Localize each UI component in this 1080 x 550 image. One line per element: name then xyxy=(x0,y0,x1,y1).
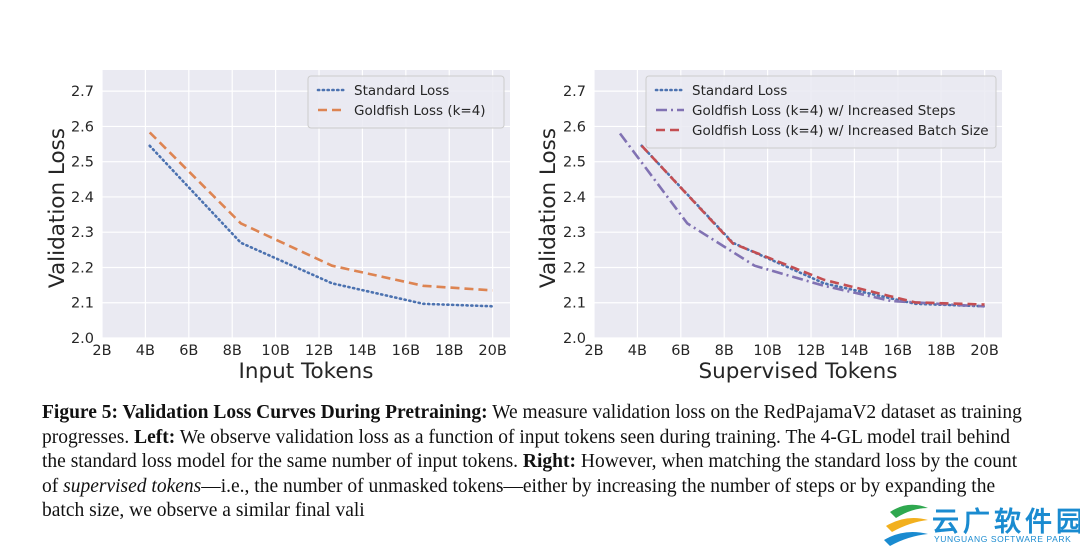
x-tick-label: 2B xyxy=(92,343,111,359)
caption-left-label: Left: xyxy=(134,426,176,448)
y-tick-label: 2.5 xyxy=(563,155,586,171)
watermark-swoosh-icon xyxy=(884,504,928,546)
x-tick-label: 12B xyxy=(305,343,333,359)
y-tick-label: 2.7 xyxy=(71,84,94,100)
y-tick-label: 2.0 xyxy=(563,331,586,347)
legend-box xyxy=(307,75,505,129)
series-line-3 xyxy=(640,144,985,306)
x-tick-label: 14B xyxy=(840,343,868,359)
caption-text-3: However, when matching the standard loss… xyxy=(42,451,1018,497)
x-tick-label: 18B xyxy=(927,343,955,359)
x-tick-label: 2B xyxy=(584,343,603,359)
x-tick-label: 20B xyxy=(970,343,998,359)
series-line-2 xyxy=(618,132,985,308)
x-tick-label: 8B xyxy=(715,343,734,359)
x-tick-label: 16B xyxy=(392,343,420,359)
chart-panel-2: 2.0 2.1 2.2 2.3 2.4 2.5 2.6 2.7 2B 4B 6B 8B 10B 12B 14… xyxy=(536,70,1002,384)
series-line-2 xyxy=(148,131,493,292)
figure-charts: 2.0 2.1 2.2 2.3 2.4 2.5 2.6 2.7 2B 4B 6B 8B 10B 12B 14… xyxy=(45,70,1002,384)
watermark-logo: 云广软件园 YUNGUANG SOFTWARE PARK xyxy=(882,498,1080,548)
caption-text-1: We measure validation loss on the RedPaj… xyxy=(42,402,1022,448)
x-tick-label: 8B xyxy=(223,343,242,359)
x-tick-label: 16B xyxy=(884,343,912,359)
caption-right-label: Right: xyxy=(522,451,576,473)
watermark-name: 云广软件园 xyxy=(932,507,1080,538)
y-tick-label: 2.2 xyxy=(71,260,94,276)
x-tick-label: 18B xyxy=(435,343,463,359)
y-tick-label: 2.3 xyxy=(563,225,586,241)
x-tick-label: 6B xyxy=(671,343,690,359)
chart-panel-1: 2.0 2.1 2.2 2.3 2.4 2.5 2.6 2.7 2B 4B 6B 8B 10B 12B 14… xyxy=(45,70,510,384)
series-line-1 xyxy=(148,144,494,308)
legend: Standard Loss Goldfish Loss (k=4) xyxy=(307,75,505,129)
x-tick-label: 4B xyxy=(136,343,155,359)
y-tick-label: 2.4 xyxy=(563,190,586,206)
y-tick-label: 2.6 xyxy=(71,119,94,135)
y-tick-label: 2.1 xyxy=(71,296,94,312)
x-tick-label: 10B xyxy=(261,343,289,359)
x-axis-label: Supervised Tokens xyxy=(699,359,898,384)
y-axis-label: Validation Loss xyxy=(536,128,561,288)
legend-label: Standard Loss xyxy=(354,83,449,99)
y-tick-label: 2.5 xyxy=(71,155,94,171)
caption-emphasis: supervised tokens xyxy=(63,475,202,497)
y-tick-label: 2.0 xyxy=(71,331,94,347)
y-tick-label: 2.6 xyxy=(563,119,586,135)
x-tick-label: 20B xyxy=(478,343,506,359)
y-tick-label: 2.7 xyxy=(563,84,586,100)
y-axis-label: Validation Loss xyxy=(45,128,70,288)
legend-box xyxy=(645,75,997,149)
x-axis-label: Input Tokens xyxy=(239,359,374,384)
legend-label: Standard Loss xyxy=(692,83,787,99)
x-tick-label: 4B xyxy=(628,343,647,359)
y-tick-label: 2.4 xyxy=(71,190,94,206)
watermark-subtitle: YUNGUANG SOFTWARE PARK xyxy=(934,534,1072,544)
caption-text-2: We observe validation loss as a function… xyxy=(42,426,1011,473)
caption-text-4: —i.e., the number of unmasked tokens—eit… xyxy=(42,475,996,522)
caption-label: Figure 5: Validation Loss Curves During … xyxy=(42,402,488,423)
legend-label: Goldfish Loss (k=4) w/ Increased Steps xyxy=(692,103,956,119)
x-tick-label: 6B xyxy=(179,343,198,359)
legend: Standard Loss Goldfish Loss (k=4) w/ Incr… xyxy=(645,75,997,149)
y-tick-label: 2.2 xyxy=(563,260,586,276)
legend-label: Goldfish Loss (k=4) xyxy=(354,103,486,119)
y-tick-label: 2.3 xyxy=(71,225,94,241)
x-tick-label: 12B xyxy=(797,343,825,359)
y-tick-label: 2.1 xyxy=(563,296,586,312)
figure-caption: Figure 5: Validation Loss Curves During … xyxy=(42,401,1022,524)
x-tick-label: 14B xyxy=(348,343,376,359)
legend-label: Goldfish Loss (k=4) w/ Increased Batch S… xyxy=(692,123,989,139)
x-tick-label: 10B xyxy=(753,343,781,359)
